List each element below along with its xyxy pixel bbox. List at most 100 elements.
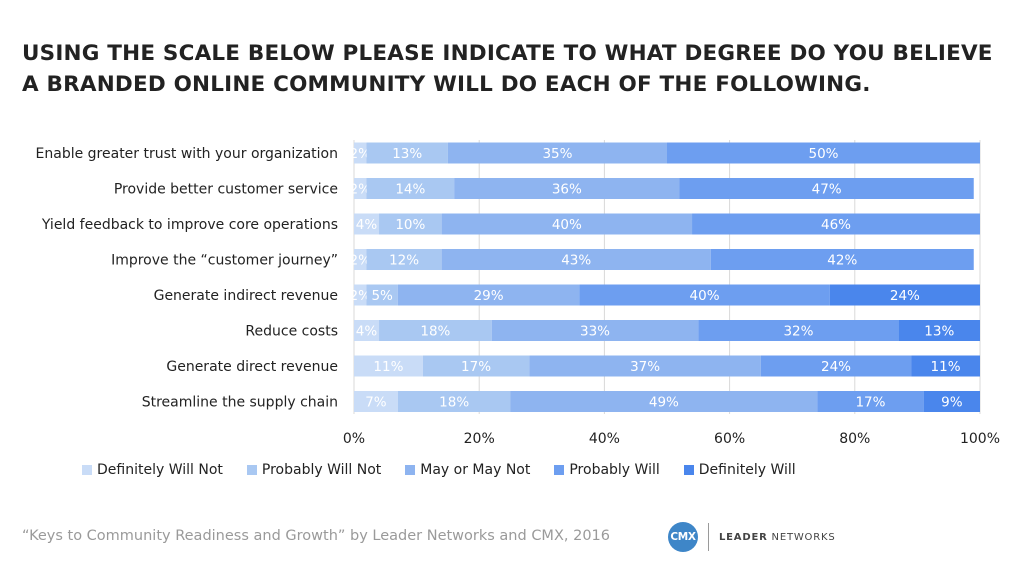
category-label: Improve the “customer journey” xyxy=(111,253,338,269)
logo: CMX LEADER NETWORKS xyxy=(668,522,835,552)
data-label: 35% xyxy=(542,146,572,162)
bar-segment xyxy=(579,284,830,306)
category-label: Streamline the supply chain xyxy=(142,395,338,411)
data-label: 17% xyxy=(855,395,885,411)
bar-segment xyxy=(529,355,761,377)
legend-label: Probably Will Not xyxy=(261,462,382,478)
cmx-logo: CMX xyxy=(668,522,698,552)
data-label: 47% xyxy=(812,182,842,198)
bar-segment xyxy=(366,249,442,270)
data-label: 13% xyxy=(392,146,422,162)
data-label: 2% xyxy=(350,253,372,269)
bar-segment xyxy=(354,355,423,377)
chart-legend: Definitely Will Not Probably Will Not May … xyxy=(82,460,820,480)
data-label: 4% xyxy=(356,324,378,340)
data-label: 2% xyxy=(350,288,372,304)
bar-segment xyxy=(667,142,980,164)
category-label: Generate direct revenue xyxy=(166,359,338,375)
legend-item: Probably Will xyxy=(554,462,660,478)
x-tick-label: 80% xyxy=(839,431,870,447)
data-label: 7% xyxy=(365,395,387,411)
x-tick-label: 0% xyxy=(343,431,365,447)
bar-segment xyxy=(354,320,380,341)
leader-networks-logo-rest: NETWORKS xyxy=(767,531,836,543)
bar-segment xyxy=(366,142,448,164)
bar-segment xyxy=(422,355,530,377)
data-label: 32% xyxy=(783,324,813,340)
bar-segment xyxy=(491,320,699,341)
bar-segment xyxy=(354,249,367,270)
category-label: Provide better customer service xyxy=(114,182,338,198)
bar-segment xyxy=(441,249,711,270)
data-label: 4% xyxy=(356,217,378,233)
source-citation: “Keys to Community Readiness and Growth”… xyxy=(22,528,611,544)
chart-title: USING THE SCALE BELOW PLEASE INDICATE TO… xyxy=(22,38,993,100)
bar-segment xyxy=(679,178,974,199)
data-label: 11% xyxy=(931,359,961,375)
x-tick-label: 20% xyxy=(464,431,495,447)
legend-item: Probably Will Not xyxy=(246,462,382,478)
legend-label: May or May Not xyxy=(420,462,531,478)
category-label: Reduce costs xyxy=(245,324,338,340)
bar-segment xyxy=(397,391,511,412)
legend-label: Definitely Will xyxy=(698,462,796,478)
bars: 2% 13% 35% 50% 2% 14% 36% 47% 4% 10% 40% 46% 2% 12% 43… xyxy=(350,142,980,412)
bar-segment xyxy=(366,284,398,306)
bar-segment xyxy=(397,284,580,306)
data-label: 11% xyxy=(373,359,403,375)
legend-swatch xyxy=(82,465,92,475)
category-label: Generate indirect revenue xyxy=(154,288,338,304)
bar-segment xyxy=(923,391,980,412)
data-label: 46% xyxy=(821,217,851,233)
category-label: Yield feedback to improve core operation… xyxy=(41,217,338,233)
category-labels: Enable greater trust with your organizat… xyxy=(36,146,338,411)
legend-swatch xyxy=(683,465,694,475)
bar-segment xyxy=(510,391,818,412)
legend-swatch xyxy=(246,465,257,475)
leader-networks-logo: LEADER NETWORKS xyxy=(719,532,835,543)
data-label: 13% xyxy=(924,324,954,340)
x-tick-label: 60% xyxy=(714,431,745,447)
data-label: 2% xyxy=(350,182,372,198)
logo-divider xyxy=(708,523,709,551)
data-label: 24% xyxy=(821,359,851,375)
bar-segment xyxy=(760,355,912,377)
leader-networks-logo-bold: LEADER xyxy=(719,531,768,543)
bar-segment xyxy=(829,284,980,306)
legend-label: Probably Will xyxy=(569,462,660,478)
bar-segment xyxy=(898,320,980,341)
data-label: 33% xyxy=(580,324,610,340)
data-label: 9% xyxy=(941,395,963,411)
bar-segment xyxy=(354,213,380,235)
data-label: 10% xyxy=(395,217,425,233)
x-tick-label: 40% xyxy=(589,431,620,447)
data-label: 18% xyxy=(420,324,450,340)
chart-title-line-1: USING THE SCALE BELOW PLEASE INDICATE TO… xyxy=(22,41,993,66)
data-label: 12% xyxy=(389,253,419,269)
chart-title-line-2: A BRANDED ONLINE COMMUNITY WILL DO EACH … xyxy=(22,72,871,97)
bar-segment xyxy=(354,142,367,164)
data-label: 43% xyxy=(561,253,591,269)
legend-item: Definitely Will xyxy=(683,462,796,478)
bar-segment xyxy=(441,213,693,235)
bar-segment xyxy=(692,213,980,235)
bar-segment xyxy=(454,178,680,199)
category-label: Enable greater trust with your organizat… xyxy=(36,146,338,162)
legend-swatch xyxy=(405,465,416,475)
legend-label: Definitely Will Not xyxy=(97,462,223,478)
data-label: 29% xyxy=(474,288,504,304)
legend-item: May or May Not xyxy=(405,462,530,478)
data-label: 36% xyxy=(552,182,582,198)
data-label: 37% xyxy=(630,359,660,375)
data-label: 42% xyxy=(827,253,857,269)
data-label: 40% xyxy=(690,288,720,304)
data-label: 40% xyxy=(552,217,582,233)
bar-segment xyxy=(354,391,398,412)
data-label: 49% xyxy=(649,395,679,411)
bar-segment xyxy=(911,355,980,377)
bar-segment xyxy=(447,142,667,164)
data-label: 24% xyxy=(890,288,920,304)
bar-segment xyxy=(817,391,924,412)
bar-segment xyxy=(710,249,974,270)
